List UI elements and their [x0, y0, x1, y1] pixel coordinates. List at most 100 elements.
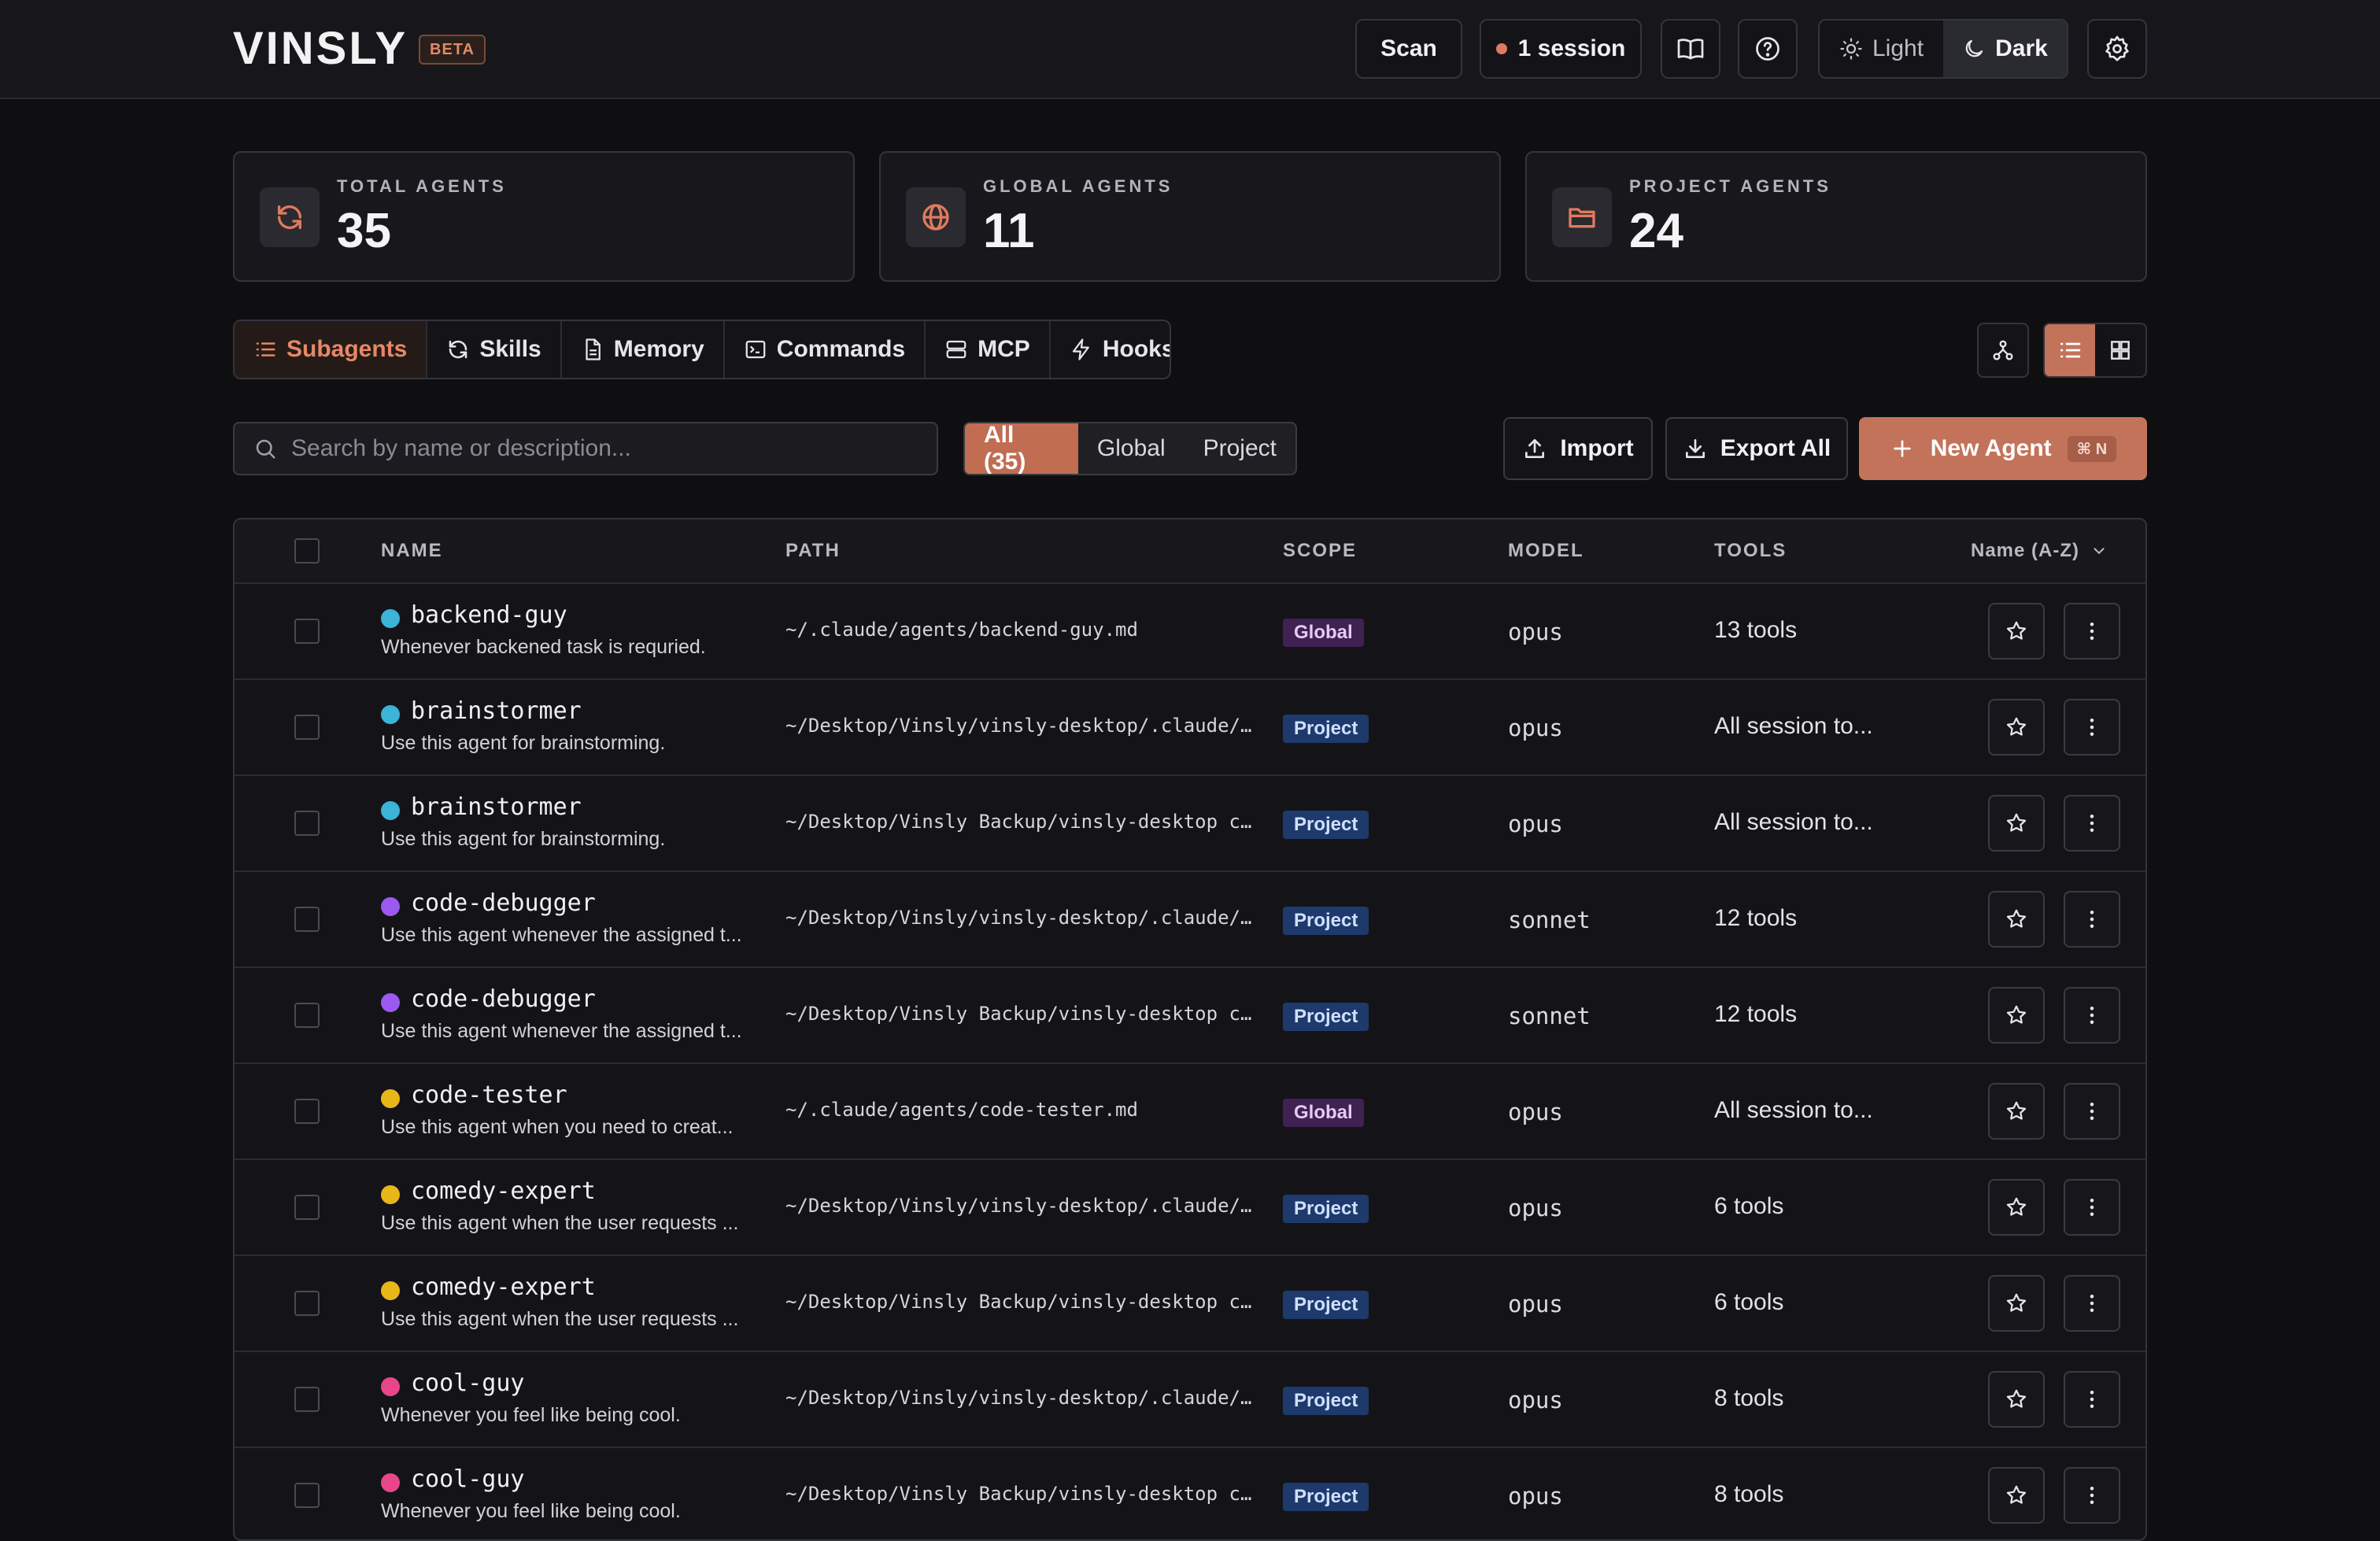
row-checkbox[interactable] — [294, 1291, 320, 1316]
agent-tools: 12 tools — [1714, 905, 1798, 931]
more-options-button[interactable] — [2064, 1371, 2120, 1428]
table-row[interactable]: backend-guy Whenever backened task is re… — [235, 584, 2145, 680]
row-checkbox[interactable] — [294, 1483, 320, 1508]
tab-hooks[interactable]: Hooks — [1051, 321, 1170, 378]
more-options-button[interactable] — [2064, 1467, 2120, 1524]
row-checkbox[interactable] — [294, 1003, 320, 1028]
table-row[interactable]: cool-guy Whenever you feel like being co… — [235, 1448, 2145, 1539]
more-options-button[interactable] — [2064, 699, 2120, 756]
agent-description: Whenever you feel like being cool. — [381, 1404, 681, 1426]
more-vertical-icon — [2090, 719, 2094, 736]
table-row[interactable]: comedy-expert Use this agent when the us… — [235, 1160, 2145, 1256]
tab-memory[interactable]: Memory — [562, 321, 725, 378]
row-checkbox[interactable] — [294, 1195, 320, 1220]
scan-button[interactable]: Scan — [1355, 19, 1462, 79]
agent-color-dot — [381, 705, 400, 724]
more-options-button[interactable] — [2064, 891, 2120, 948]
scope-badge: Project — [1283, 1483, 1369, 1511]
table-row[interactable]: code-debugger Use this agent whenever th… — [235, 968, 2145, 1064]
sort-dropdown[interactable]: Name (A-Z) — [1971, 540, 2108, 562]
list-view-button[interactable] — [2045, 324, 2095, 376]
agent-model: opus — [1508, 811, 1563, 837]
more-options-button[interactable] — [2064, 1275, 2120, 1332]
agent-description: Whenever backened task is requried. — [381, 636, 706, 658]
row-checkbox[interactable] — [294, 907, 320, 932]
theme-light-option[interactable]: Light — [1820, 20, 1943, 77]
list-icon — [256, 342, 275, 357]
tab-commands[interactable]: Commands — [725, 321, 926, 378]
table-row[interactable]: brainstormer Use this agent for brainsto… — [235, 680, 2145, 776]
table-row[interactable]: code-tester Use this agent when you need… — [235, 1064, 2145, 1160]
settings-button[interactable] — [2087, 19, 2147, 79]
select-all-checkbox[interactable] — [294, 538, 320, 564]
column-path[interactable]: PATH — [785, 540, 841, 561]
agent-path: ~/Desktop/Vinsly/vinsly-desktop/.claude/… — [785, 1387, 1252, 1409]
favorite-button[interactable] — [1988, 603, 2045, 660]
agent-model: opus — [1508, 1387, 1563, 1414]
agent-description: Whenever you feel like being cool. — [381, 1500, 681, 1522]
app-logo: VINSLY — [233, 23, 408, 74]
row-checkbox[interactable] — [294, 1099, 320, 1124]
search-icon — [256, 439, 275, 459]
row-checkbox[interactable] — [294, 619, 320, 644]
agent-model: opus — [1508, 715, 1563, 741]
stat-value: 35 — [337, 204, 391, 258]
theme-dark-option[interactable]: Dark — [1943, 20, 2067, 77]
favorite-button[interactable] — [1988, 795, 2045, 852]
docs-button[interactable] — [1661, 19, 1720, 79]
stat-label: TOTAL AGENTS — [337, 176, 507, 196]
table-row[interactable]: comedy-expert Use this agent when the us… — [235, 1256, 2145, 1352]
row-checkbox[interactable] — [294, 1387, 320, 1412]
favorite-button[interactable] — [1988, 1275, 2045, 1332]
column-tools[interactable]: TOOLS — [1714, 540, 1787, 561]
list-icon — [2060, 342, 2081, 358]
session-label: 1 session — [1517, 35, 1626, 61]
more-options-button[interactable] — [2064, 795, 2120, 852]
agent-model: opus — [1508, 619, 1563, 645]
search-input[interactable] — [291, 435, 937, 462]
new-agent-button[interactable]: New Agent ⌘ N — [1859, 417, 2147, 480]
sort-label: Name (A-Z) — [1971, 540, 2080, 561]
tab-subagents[interactable]: Subagents — [235, 321, 428, 378]
more-options-button[interactable] — [2064, 1179, 2120, 1236]
more-options-button[interactable] — [2064, 987, 2120, 1044]
filter-global[interactable]: Global — [1096, 435, 1166, 461]
table-row[interactable]: brainstormer Use this agent for brainsto… — [235, 776, 2145, 872]
star-icon — [2006, 1101, 2027, 1120]
column-scope[interactable]: SCOPE — [1283, 540, 1358, 561]
gear-icon — [2105, 35, 2129, 61]
agent-description: Use this agent whenever the assigned t..… — [381, 1020, 742, 1042]
table-row[interactable]: code-debugger Use this agent whenever th… — [235, 872, 2145, 968]
column-model[interactable]: MODEL — [1508, 540, 1584, 561]
row-checkbox[interactable] — [294, 715, 320, 740]
favorite-button[interactable] — [1988, 1467, 2045, 1524]
help-button[interactable] — [1738, 19, 1798, 79]
app-header: VINSLY BETA Scan 1 session Light Dark — [0, 0, 2380, 99]
favorite-button[interactable] — [1988, 891, 2045, 948]
favorite-button[interactable] — [1988, 1083, 2045, 1140]
import-button[interactable]: Import — [1503, 417, 1653, 480]
agent-path: ~/.claude/agents/code-tester.md — [785, 1099, 1138, 1121]
row-checkbox[interactable] — [294, 811, 320, 836]
filter-all[interactable]: All (35) — [965, 423, 1078, 474]
favorite-button[interactable] — [1988, 987, 2045, 1044]
graph-view-button[interactable] — [1977, 323, 2029, 378]
favorite-button[interactable] — [1988, 1179, 2045, 1236]
session-button[interactable]: 1 session — [1480, 19, 1642, 79]
export-all-button[interactable]: Export All — [1665, 417, 1848, 480]
favorite-button[interactable] — [1988, 1371, 2045, 1428]
stat-icon-box — [260, 187, 320, 247]
export-label: Export All — [1720, 435, 1831, 461]
table-row[interactable]: cool-guy Whenever you feel like being co… — [235, 1352, 2145, 1448]
tab-skills[interactable]: Skills — [427, 321, 562, 378]
filter-project[interactable]: Project — [1203, 435, 1277, 461]
grid-view-button[interactable] — [2095, 324, 2145, 376]
star-icon — [2006, 1293, 2027, 1312]
more-options-button[interactable] — [2064, 603, 2120, 660]
scope-badge: Project — [1283, 907, 1369, 935]
favorite-button[interactable] — [1988, 699, 2045, 756]
scope-badge: Project — [1283, 1003, 1369, 1031]
more-options-button[interactable] — [2064, 1083, 2120, 1140]
column-name[interactable]: NAME — [381, 540, 443, 561]
tab-mcp[interactable]: MCP — [926, 321, 1051, 378]
